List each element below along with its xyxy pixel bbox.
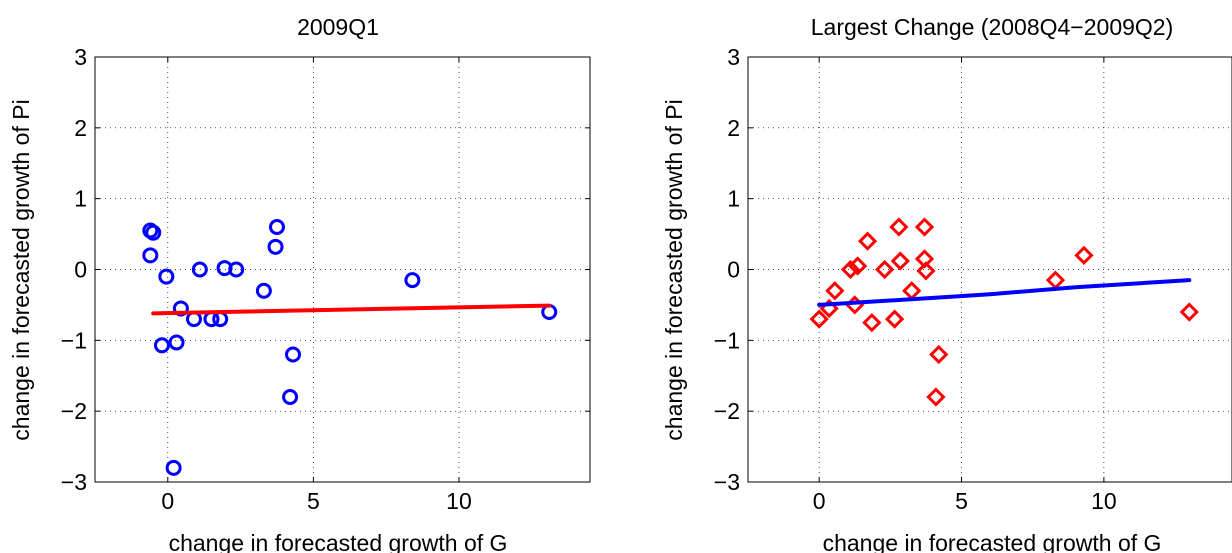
data-point-diamond (889, 217, 909, 237)
x-tick-label: 10 (1091, 488, 1117, 514)
data-point-diamond (902, 281, 922, 301)
data-point-diamond (862, 313, 882, 333)
data-point-diamond (875, 259, 895, 280)
y-tick-label: −3 (61, 469, 87, 495)
y-tick-label: −1 (61, 327, 87, 353)
y-axis-label: change in forecasted growth of Pi (661, 99, 687, 440)
data-point-circle (191, 261, 208, 278)
data-point-circle (158, 268, 175, 285)
y-tick-label: −2 (61, 398, 87, 424)
data-point-diamond (1179, 302, 1199, 322)
plot-frame (747, 56, 1232, 483)
chart-title: Largest Change (2008Q4−2009Q2) (811, 14, 1174, 40)
y-tick-label: −1 (714, 327, 740, 353)
data-point-circle (153, 337, 170, 354)
data-point-circle (172, 300, 189, 317)
data-point-diamond (914, 217, 935, 237)
data-point-circle (255, 282, 272, 299)
data-point-diamond (929, 344, 949, 365)
y-tick-label: 3 (727, 44, 740, 70)
data-point-circle (404, 272, 421, 289)
y-tick-label: −2 (714, 398, 740, 424)
chart-title: 2009Q1 (297, 14, 379, 40)
x-tick-label: 10 (446, 488, 472, 514)
y-tick-label: −3 (714, 469, 740, 495)
data-point-circle (267, 238, 284, 255)
y-tick-label: 1 (727, 186, 740, 212)
y-tick-label: 0 (727, 257, 740, 283)
right-scatter-panel: Largest Change (2008Q4−2009Q2) change in… (661, 14, 1232, 553)
data-point-diamond (926, 387, 946, 407)
data-point-circle (212, 311, 229, 328)
data-point-diamond (1045, 270, 1066, 290)
x-tick-label: 0 (813, 488, 826, 514)
data-point-diamond (916, 261, 936, 281)
x-tick-label: 5 (955, 488, 968, 514)
x-axis-label: change in forecasted growth of G (169, 530, 508, 553)
data-point-circle (228, 261, 245, 278)
data-point-diamond (840, 259, 861, 280)
y-tick-label: 3 (74, 44, 87, 70)
data-point-circle (145, 224, 162, 241)
x-tick-label: 0 (161, 488, 174, 514)
data-point-circle (268, 219, 285, 235)
data-point-circle (165, 459, 182, 476)
data-point-diamond (1074, 245, 1094, 265)
x-axis-label: change in forecasted growth of G (823, 530, 1162, 553)
data-point-diamond (890, 251, 910, 271)
data-point-circle (282, 389, 299, 405)
y-tick-label: 0 (74, 257, 87, 283)
data-point-circle (285, 346, 301, 363)
data-point-diamond (809, 309, 829, 329)
y-tick-label: 1 (74, 186, 87, 212)
fit-line (151, 303, 552, 316)
y-tick-label: 2 (74, 115, 87, 141)
fit-line (817, 278, 1192, 307)
data-point-diamond (885, 309, 905, 329)
x-tick-label: 5 (307, 488, 320, 514)
data-point-diamond (847, 256, 868, 276)
left-scatter-panel: 2009Q1 change in forecasted growth of G … (8, 14, 591, 553)
y-axis-label: change in forecasted growth of Pi (8, 99, 34, 440)
data-point-circle (142, 247, 159, 264)
data-point-circle (168, 334, 185, 351)
data-point-diamond (825, 281, 845, 301)
y-tick-label: 2 (727, 115, 740, 141)
data-point-diamond (857, 231, 878, 251)
